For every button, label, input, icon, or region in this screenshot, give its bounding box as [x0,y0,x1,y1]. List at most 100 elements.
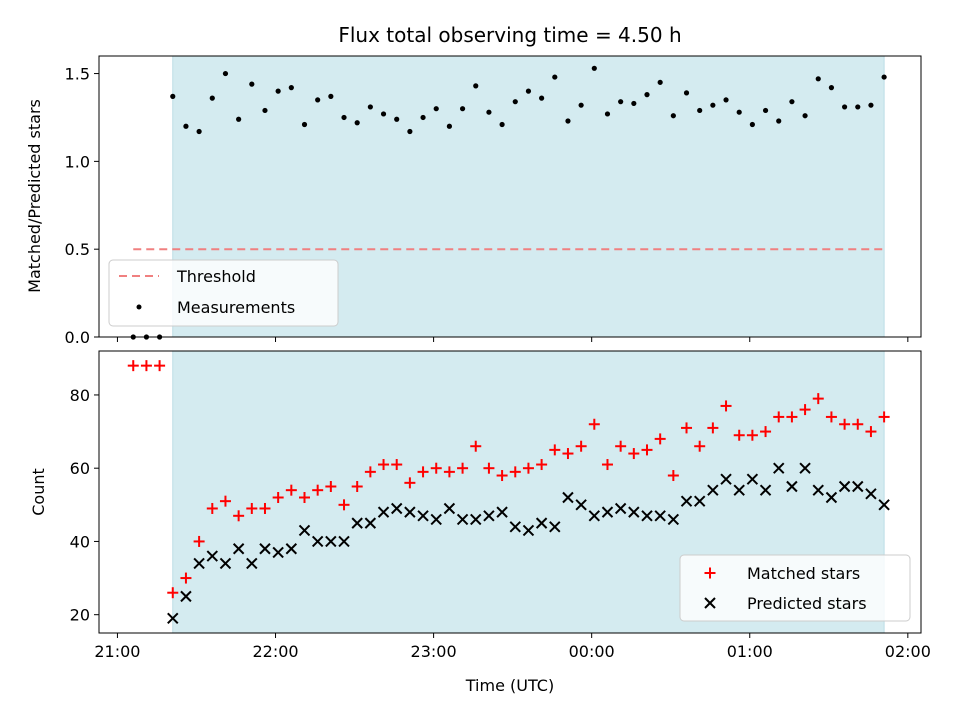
matched-star-point [299,491,310,503]
top-legend: Threshold Measurements [108,259,339,327]
predicted-star-point [377,506,390,518]
matched-star-point [180,572,192,584]
measurement-point [222,70,229,77]
matched-star-point [272,491,284,503]
measurement-point [354,120,360,126]
matched-star-point [430,462,442,474]
predicted-star-point [865,488,877,500]
matched-star-point [457,462,469,474]
measurement-point [552,74,558,80]
measurement-point [789,99,795,105]
matched-star-point [417,466,429,478]
predicted-star-point [759,484,772,496]
bottom-y-axis: 20 40 60 80 [70,386,99,625]
matched-star-point [154,360,166,372]
predicted-star-point [456,513,469,526]
predicted-star-point [641,510,653,522]
measurement-point [868,102,874,108]
measurement-point [170,93,176,99]
predicted-star-point [549,521,561,533]
measurement-point [657,79,663,85]
matched-star-point [865,426,877,438]
measurement-point [749,121,755,128]
measurement-point [723,97,729,103]
measurement-point [802,113,808,119]
measurement-point [591,65,597,71]
predicted-star-point [588,510,601,522]
matched-star-point [878,411,890,423]
predicted-star-point [246,557,258,570]
measurement-point [855,104,861,110]
predicted-star-point [404,506,416,518]
x-axis-title: Time (UTC) [465,676,554,695]
measurement-point [196,128,202,135]
matched-star-point [654,433,666,445]
matched-star-point [443,466,455,478]
measurement-point [578,102,584,108]
matched-star-point [760,426,772,438]
predicted-star-point [720,473,732,485]
matched-star-point [378,459,390,471]
matched-star-point [470,440,482,452]
top-ytick-label: 1.0 [65,152,90,171]
predicted-star-point [325,535,337,548]
matched-star-point [562,448,574,460]
predicted-star-point [338,535,350,548]
predicted-star-point [614,502,627,515]
bottom-ytick-label: 60 [70,459,90,478]
matched-star-point [641,444,653,456]
matched-star-point [852,418,864,430]
measurement-point [433,106,439,112]
predicted-star-point [298,524,311,537]
predicted-star-point [364,517,377,529]
predicted-star-point [232,543,245,555]
matched-star-point [825,411,837,423]
predicted-star-point [667,513,680,526]
top-y-axis-title: Matched/Predicted stars [25,99,44,293]
predicted-star-point [878,499,890,511]
measurement-point [367,104,373,110]
predicted-star-point [838,480,851,493]
measurement-point [275,88,281,94]
matched-star-point [233,510,245,522]
predicted-star-point [272,546,284,559]
matched-star-point [496,470,508,482]
predicted-star-point [746,473,759,485]
predicted-star-point [430,513,442,526]
measurement-point [670,113,676,119]
matched-star-point [259,502,271,514]
measurement-point [499,121,505,128]
predicted-star-point [180,590,192,603]
predicted-star-point [219,557,232,570]
bottom-legend: Matched stars Predicted stars [679,554,911,622]
top-y-axis: 0.0 0.5 1.0 1.5 [65,65,99,347]
predicted-star-point [825,491,838,504]
bottom-ytick-label: 40 [70,532,90,551]
measurement-point [604,111,611,117]
matched-star-point [364,466,376,478]
matched-star-point [391,459,403,471]
legend-x-marker [704,597,716,609]
legend-predicted-label: Predicted stars [747,594,867,613]
predicted-star-point [707,484,719,496]
predicted-star-point [693,495,706,507]
matched-star-point [575,440,587,452]
measurement-point [446,123,453,129]
matched-star-point [522,462,534,474]
measurement-point [341,114,347,121]
predicted-star-point [470,513,482,526]
measurement-point [828,85,835,91]
predicted-star-point [628,506,640,518]
measurement-point [420,114,426,121]
matched-star-point [588,418,600,430]
legend-matched-swatch [704,567,716,579]
matched-star-point [167,587,179,599]
bottom-xtick-label: 01:00 [727,642,773,661]
predicted-star-point [167,612,179,625]
measurement-point [881,74,887,80]
predicted-star-point [575,499,587,511]
legend-measurements-swatch [136,304,142,310]
predicted-star-point [351,517,363,529]
legend-plus-marker [704,567,716,579]
